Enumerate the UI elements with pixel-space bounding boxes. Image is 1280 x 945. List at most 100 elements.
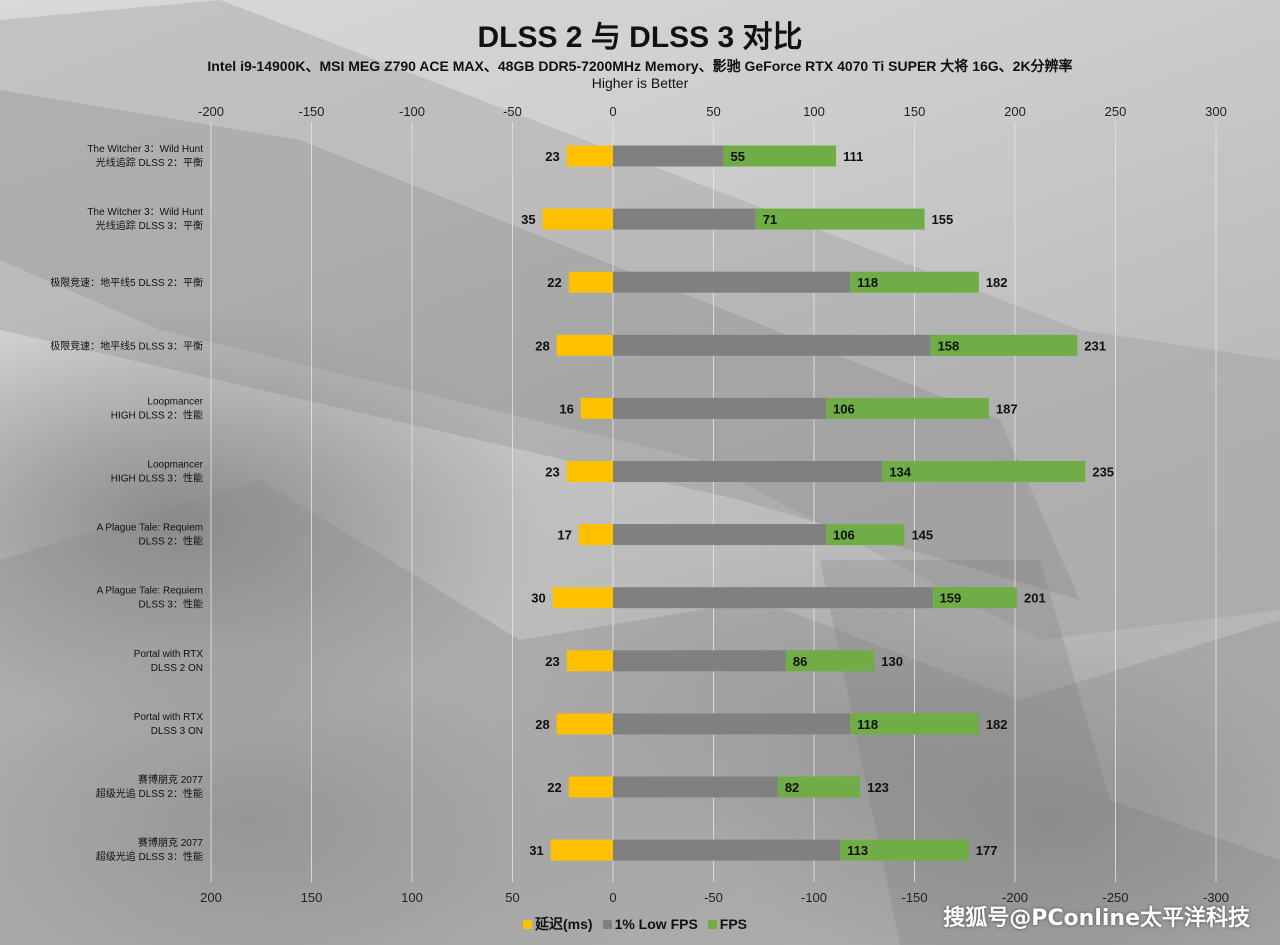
bar-low-fps: [613, 271, 851, 293]
bar-latency: [568, 271, 613, 293]
data-label-fps: 231: [1084, 338, 1106, 353]
data-label-latency: 35: [521, 212, 535, 227]
bar-low-fps: [613, 145, 724, 167]
category-label-line2: 超级光追 DLSS 2：性能: [96, 787, 203, 800]
data-label-latency: 28: [535, 717, 549, 732]
bottom-axis-tick-label: -300: [1203, 890, 1229, 905]
bar-fps: [777, 776, 861, 798]
data-label-latency: 23: [545, 149, 559, 164]
bar-fps: [850, 271, 979, 293]
bar-latency: [552, 587, 613, 609]
category-label-line1: Loopmancer: [147, 460, 203, 471]
legend-item-low-fps: 1% Low FPS: [602, 916, 698, 932]
category-label-line1: 赛博朋克 2077: [138, 773, 203, 786]
data-label-low-fps: 159: [940, 591, 962, 606]
bar-latency: [542, 208, 613, 230]
bottom-axis-tick-label: 0: [609, 890, 616, 905]
bar-fps: [932, 587, 1018, 609]
category-label-line1: The Witcher 3：Wild Hunt: [87, 207, 203, 218]
bar-fps: [930, 334, 1078, 356]
category-label-line1: 赛博朋克 2077: [138, 836, 203, 849]
category-label-line1: A Plague Tale: Requiem: [96, 586, 203, 597]
category-label-line1: 极限竞速：地平线5 DLSS 3：平衡: [50, 339, 203, 352]
data-label-low-fps: 118: [857, 717, 878, 732]
category-label-line2: DLSS 3：性能: [139, 598, 203, 611]
bar-fps: [785, 650, 875, 672]
data-label-latency: 17: [557, 528, 571, 543]
data-label-low-fps: 118: [857, 275, 878, 290]
legend-item-fps: FPS: [707, 916, 748, 932]
legend: 延迟(ms) 1% Low FPS FPS: [523, 915, 747, 933]
data-label-low-fps: 106: [833, 528, 855, 543]
category-label-line2: 光线追踪 DLSS 2：平衡: [96, 156, 203, 169]
data-label-fps: 235: [1092, 465, 1114, 480]
category-label-line2: DLSS 3 ON: [151, 726, 203, 737]
data-label-latency: 31: [529, 843, 543, 858]
category-label-line2: 超级光追 DLSS 3：性能: [96, 850, 203, 863]
bottom-axis-tick-label: -50: [704, 890, 723, 905]
watermark: 搜狐号@PConline太平洋科技: [943, 906, 1250, 931]
category-label-line2: HIGH DLSS 2：性能: [111, 408, 203, 421]
bar-latency: [556, 713, 613, 735]
data-label-fps: 201: [1024, 591, 1046, 606]
bottom-axis-tick-label: 100: [401, 890, 423, 905]
data-label-low-fps: 82: [785, 780, 799, 795]
bar-fps: [755, 208, 925, 230]
data-label-fps: 123: [867, 780, 889, 795]
category-label-line2: DLSS 2 ON: [151, 663, 203, 674]
top-axis-tick-label: 150: [904, 104, 926, 119]
data-label-fps: 145: [911, 528, 933, 543]
data-label-latency: 16: [559, 401, 573, 416]
bar-low-fps: [613, 713, 851, 735]
bar-fps: [840, 839, 969, 861]
data-label-fps: 182: [986, 717, 1008, 732]
bar-fps: [826, 524, 905, 546]
bar-latency: [566, 650, 613, 672]
bar-fps: [850, 713, 979, 735]
category-label-line2: DLSS 2：性能: [139, 535, 203, 548]
legend-swatch-low-fps: [602, 919, 612, 929]
bar-latency: [580, 397, 613, 419]
data-label-latency: 28: [535, 338, 549, 353]
top-axis-tick-label: -150: [298, 104, 324, 119]
bar-low-fps: [613, 334, 931, 356]
bar-low-fps: [613, 397, 827, 419]
bottom-axis-tick-label: 150: [301, 890, 323, 905]
data-label-latency: 22: [547, 780, 561, 795]
bar-low-fps: [613, 208, 756, 230]
top-axis-tick-label: 300: [1205, 104, 1227, 119]
legend-label-latency: 延迟(ms): [535, 916, 593, 932]
data-label-low-fps: 113: [847, 843, 868, 858]
bar-low-fps: [613, 587, 933, 609]
category-label-line1: 极限竞速：地平线5 DLSS 2：平衡: [50, 276, 203, 289]
data-label-low-fps: 158: [938, 338, 960, 353]
category-label-line2: 光线追踪 DLSS 3：平衡: [96, 219, 203, 232]
legend-swatch-latency: [523, 919, 532, 929]
bar-latency: [556, 334, 613, 356]
bar-low-fps: [613, 776, 778, 798]
legend-label-fps: FPS: [719, 916, 748, 932]
bottom-axis-tick-label: -100: [801, 890, 827, 905]
category-label-line2: HIGH DLSS 3：性能: [111, 472, 203, 485]
data-label-latency: 30: [531, 591, 545, 606]
bar-latency: [578, 524, 613, 546]
legend-swatch-fps: [707, 919, 717, 929]
data-label-fps: 187: [996, 401, 1018, 416]
legend-item-latency: 延迟(ms): [523, 914, 593, 934]
bar-latency: [568, 776, 613, 798]
data-label-low-fps: 86: [793, 654, 807, 669]
data-label-latency: 23: [545, 654, 559, 669]
bar-low-fps: [613, 650, 786, 672]
bottom-axis-tick-label: -250: [1102, 890, 1128, 905]
bar-latency: [566, 145, 613, 167]
category-label-line1: Portal with RTX: [134, 649, 204, 660]
category-label-line1: The Witcher 3：Wild Hunt: [87, 144, 203, 155]
bar-fps: [882, 461, 1086, 482]
bar-latency: [566, 461, 613, 482]
bottom-axis-tick-label: 200: [200, 890, 222, 905]
data-label-latency: 23: [545, 465, 559, 480]
data-label-fps: 155: [932, 212, 954, 227]
chart-title: DLSS 2 与 DLSS 3 对比: [477, 21, 803, 54]
data-label-low-fps: 71: [763, 212, 777, 227]
data-label-low-fps: 106: [833, 401, 855, 416]
